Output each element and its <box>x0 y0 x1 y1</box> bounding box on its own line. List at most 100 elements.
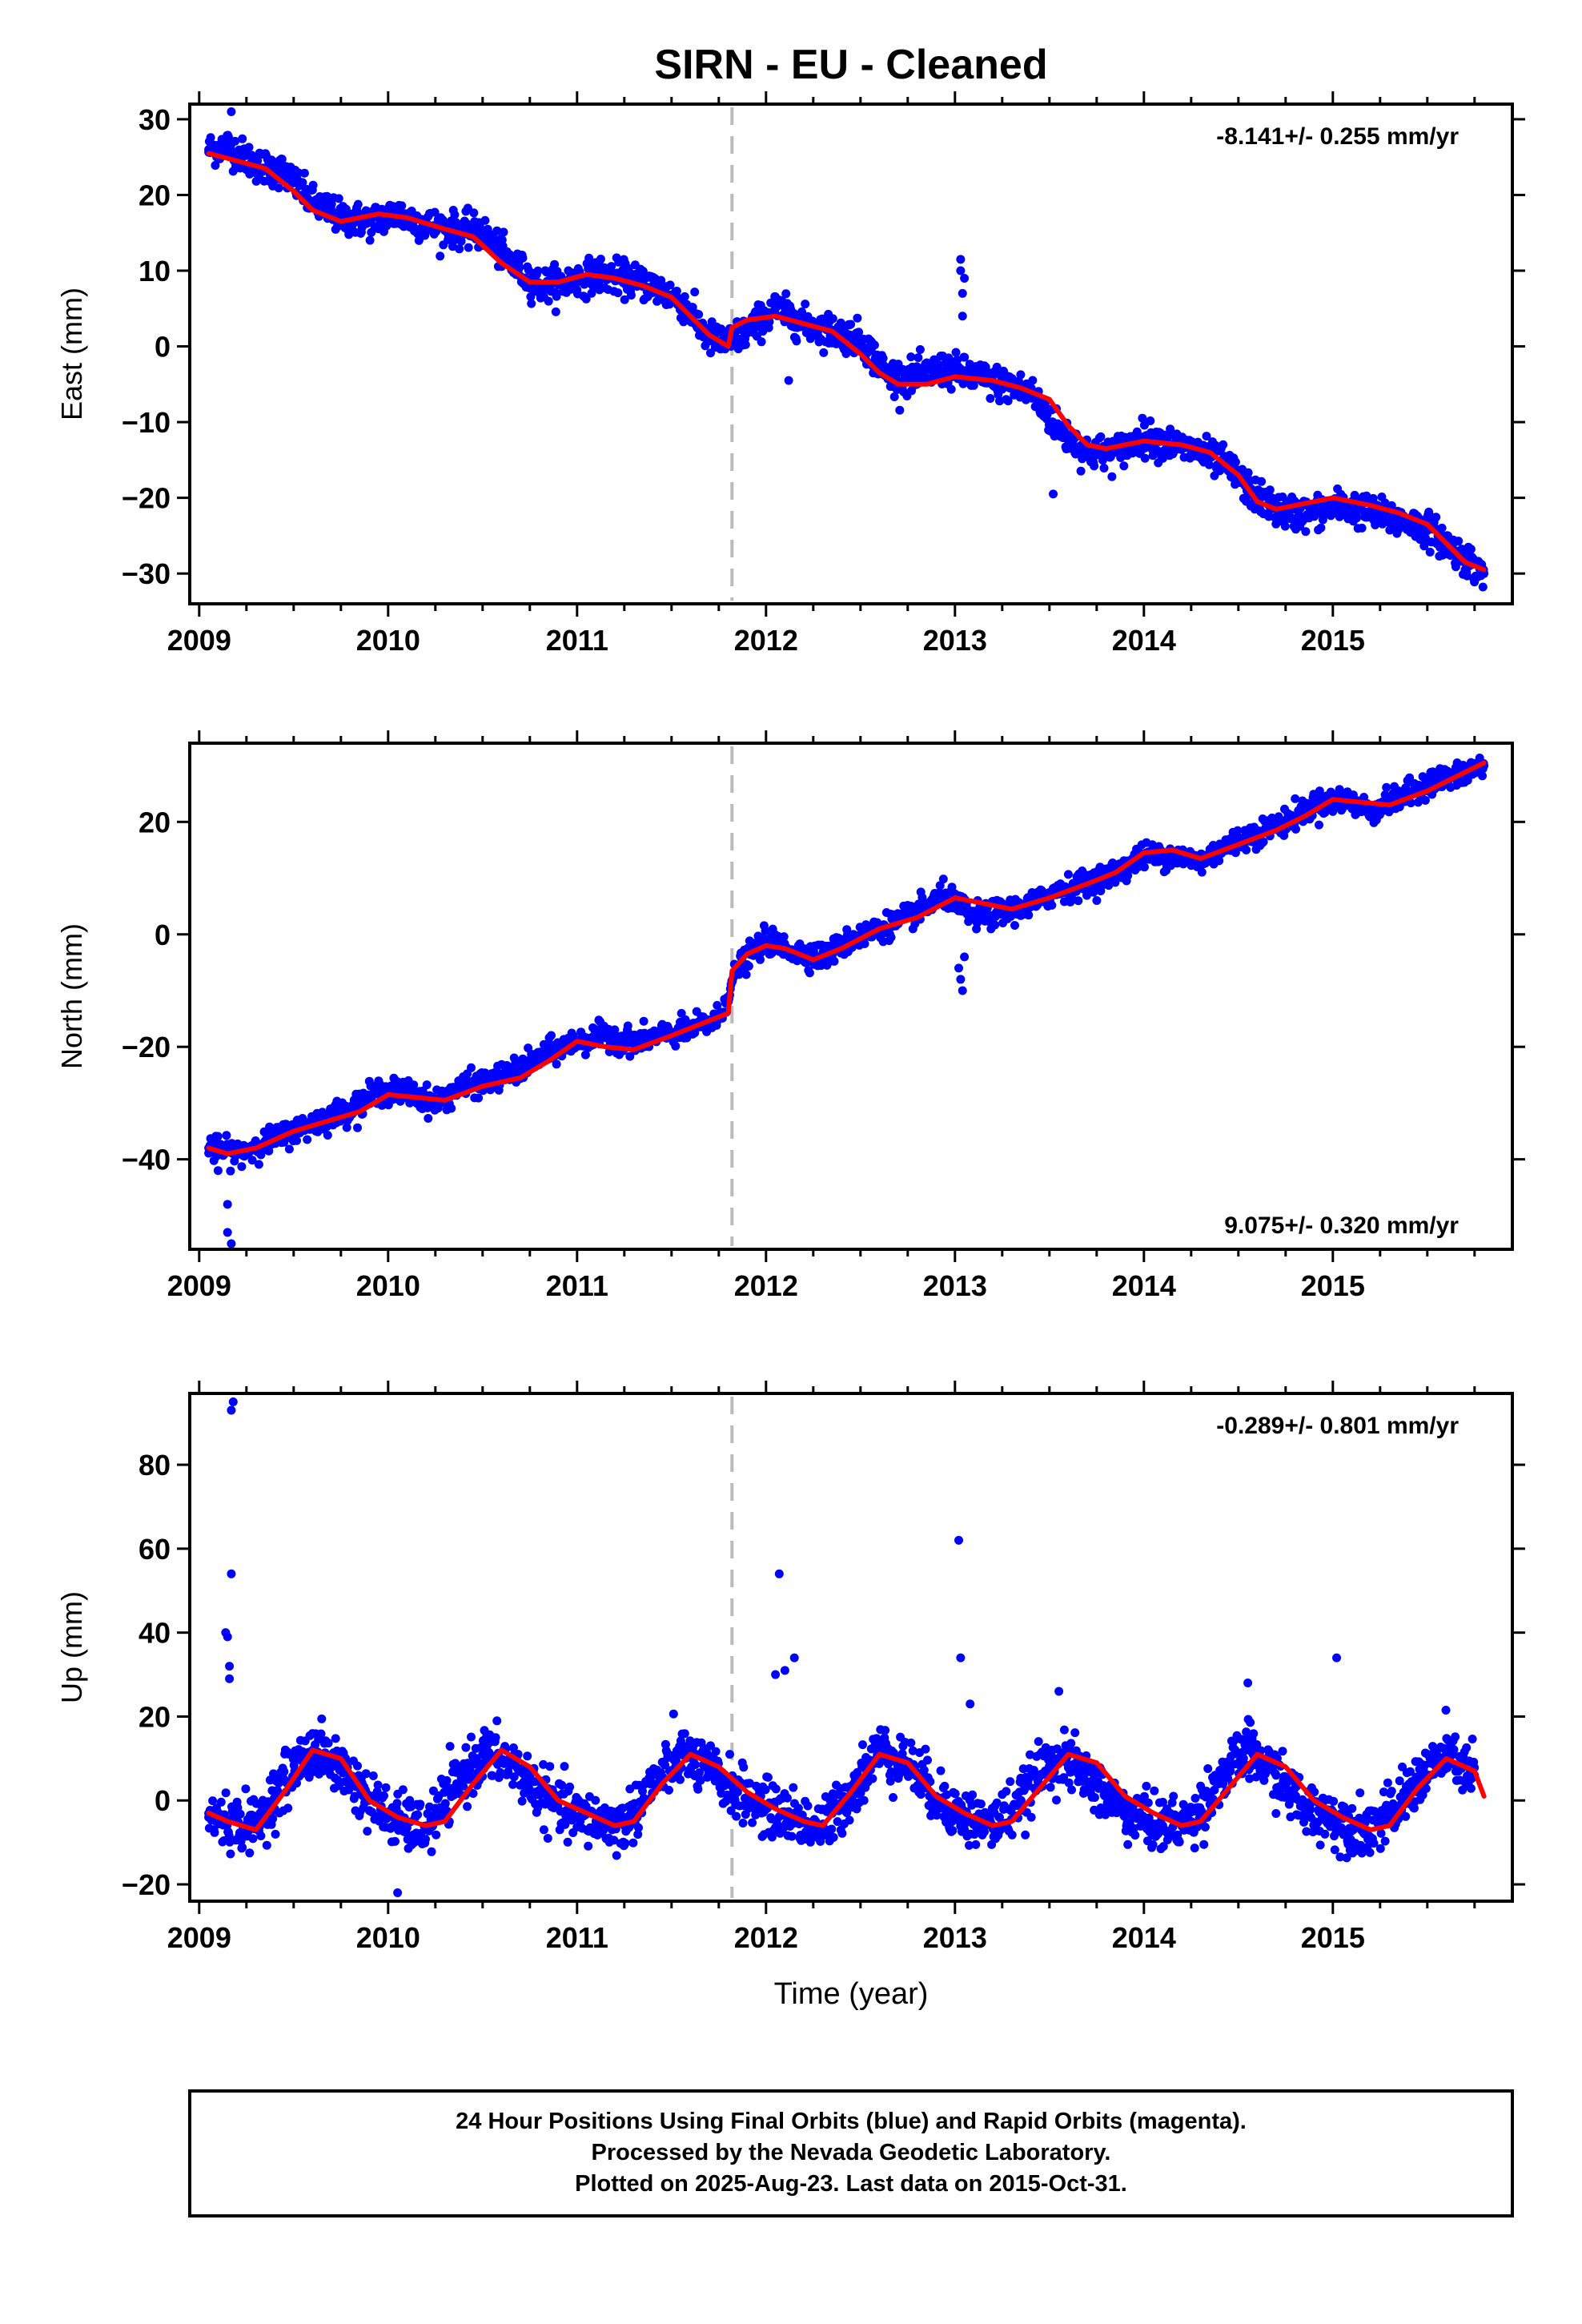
velocity-label: 9.075+/- 0.320 mm/yr <box>1224 1212 1459 1239</box>
data-point <box>1257 476 1267 486</box>
data-point <box>398 1785 408 1795</box>
data-point <box>860 939 869 948</box>
data-point <box>1352 513 1361 523</box>
data-point <box>331 1734 340 1743</box>
data-point <box>906 352 916 362</box>
data-point <box>951 348 961 357</box>
data-point <box>756 955 765 964</box>
data-point <box>368 1771 378 1780</box>
data-point <box>1098 456 1107 465</box>
data-point <box>1454 537 1464 546</box>
data-point <box>995 396 1004 406</box>
outlier-point <box>958 312 967 321</box>
y-tick-label: −10 <box>122 406 171 439</box>
data-point <box>372 1787 382 1796</box>
data-point <box>726 1806 736 1815</box>
data-point <box>1139 862 1149 872</box>
data-point <box>303 1135 312 1144</box>
data-point <box>244 143 254 152</box>
data-point <box>226 1849 235 1859</box>
observation-points <box>204 131 1488 592</box>
data-point <box>1291 794 1300 803</box>
data-point <box>672 1755 681 1765</box>
data-point <box>580 1050 590 1059</box>
data-point <box>271 1829 280 1839</box>
data-point <box>628 1838 638 1848</box>
data-point <box>613 288 623 298</box>
data-point <box>527 299 536 308</box>
plot-area <box>204 107 1489 592</box>
data-point <box>373 1780 383 1790</box>
data-point <box>1382 782 1391 792</box>
data-point <box>361 1769 371 1779</box>
data-point <box>248 1834 258 1844</box>
data-point <box>625 1051 635 1061</box>
data-point <box>308 180 318 190</box>
data-point <box>696 1775 705 1785</box>
data-point <box>878 353 888 363</box>
data-point <box>739 1763 749 1772</box>
data-point <box>946 384 956 394</box>
data-point <box>543 1834 552 1843</box>
data-point <box>526 292 536 301</box>
data-point <box>268 1814 278 1823</box>
data-point <box>427 1847 436 1856</box>
data-point <box>264 1146 274 1156</box>
data-point <box>1423 778 1432 787</box>
outlier-point <box>784 376 793 385</box>
data-point <box>480 215 490 225</box>
data-point <box>508 1779 518 1789</box>
data-point <box>346 1104 355 1113</box>
data-point <box>247 1156 257 1165</box>
data-point <box>711 1747 721 1756</box>
data-point <box>1301 527 1311 537</box>
data-point <box>1315 820 1323 830</box>
data-point <box>801 300 810 309</box>
data-point <box>741 340 750 349</box>
data-point <box>612 1851 621 1860</box>
data-point <box>456 236 466 246</box>
data-point <box>274 183 283 193</box>
data-point <box>1096 432 1106 441</box>
data-point <box>992 362 1002 372</box>
data-point <box>557 1780 567 1790</box>
x-tick-label: 2009 <box>167 1269 231 1302</box>
data-point <box>986 394 995 403</box>
outlier-point <box>227 1239 236 1248</box>
data-point <box>1082 448 1092 457</box>
data-point <box>420 231 430 240</box>
data-point <box>869 340 879 350</box>
y-tick-label: 30 <box>139 103 171 136</box>
data-point <box>517 1796 527 1806</box>
data-point <box>607 262 616 271</box>
data-point <box>738 1819 748 1827</box>
data-point <box>210 1827 219 1837</box>
data-point <box>455 244 464 254</box>
data-point <box>410 1838 419 1848</box>
outlier-point <box>956 266 966 275</box>
data-point <box>391 1836 400 1846</box>
data-point <box>367 1807 377 1817</box>
data-point <box>1463 571 1472 581</box>
data-point <box>422 1080 432 1090</box>
data-point <box>222 1131 231 1140</box>
data-point <box>279 1767 289 1776</box>
data-point <box>1215 856 1224 866</box>
data-point <box>1366 509 1375 518</box>
data-point <box>379 1791 388 1800</box>
east-panel: 2009 2010 2011 2012 2013 2014 20153020100−10−2… <box>55 91 1525 657</box>
velocity-label: -8.141+/- 0.255 mm/yr <box>1216 123 1459 150</box>
data-point <box>262 1840 271 1850</box>
data-point <box>895 405 905 415</box>
data-point <box>226 1166 235 1176</box>
data-point <box>1243 468 1253 477</box>
data-point <box>828 314 837 324</box>
data-point <box>763 1772 773 1782</box>
y-tick-label: −20 <box>122 482 171 515</box>
data-point <box>584 1841 593 1851</box>
data-point <box>235 1809 245 1819</box>
data-point <box>474 1093 484 1103</box>
data-point <box>273 1786 282 1795</box>
data-point <box>430 207 440 217</box>
data-point <box>941 891 950 900</box>
